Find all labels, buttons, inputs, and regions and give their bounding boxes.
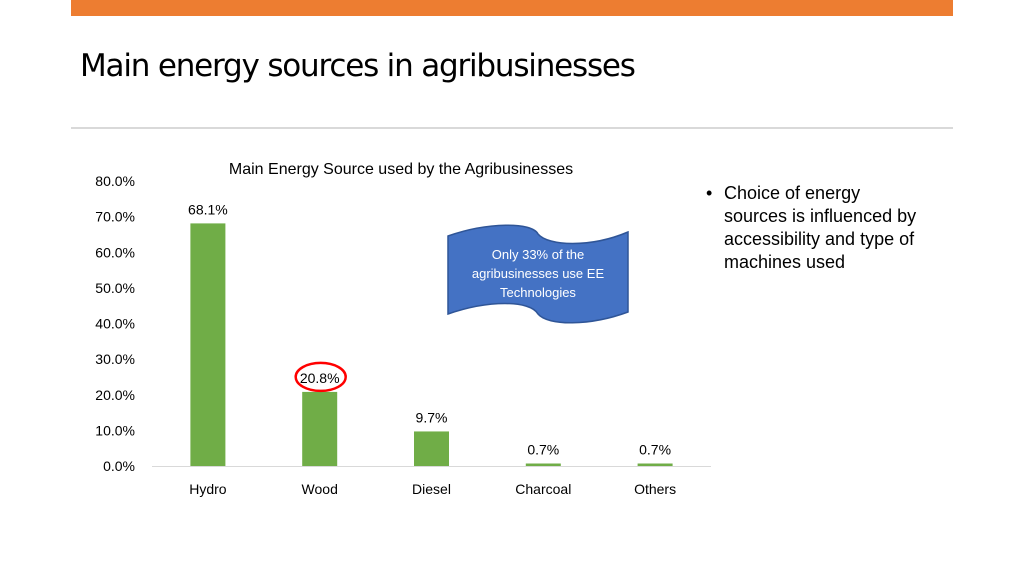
- y-tick-label: 70.0%: [95, 209, 135, 225]
- x-tick-label: Charcoal: [515, 481, 571, 497]
- y-tick-label: 50.0%: [95, 280, 135, 296]
- x-tick-label: Wood: [302, 481, 338, 497]
- y-tick-label: 40.0%: [95, 316, 135, 332]
- y-tick-label: 10.0%: [95, 422, 135, 438]
- slide-title: Main energy sources in agribusinesses: [80, 48, 636, 84]
- bar-charcoal: [525, 463, 561, 466]
- x-tick-label: Diesel: [412, 481, 451, 497]
- data-label: 68.1%: [188, 201, 228, 217]
- bar-others: [637, 463, 673, 466]
- y-tick-label: 0.0%: [103, 458, 135, 474]
- data-label: 9.7%: [416, 409, 448, 425]
- y-tick-label: 20.0%: [95, 387, 135, 403]
- y-tick-label: 80.0%: [95, 173, 135, 189]
- accent-bar: [71, 0, 953, 16]
- x-tick-label: Others: [634, 481, 676, 497]
- bars: [190, 223, 673, 466]
- bar-hydro: [190, 223, 226, 466]
- x-tick-label: Hydro: [189, 481, 227, 497]
- data-label: 0.7%: [527, 442, 559, 458]
- data-labels: 68.1% 20.8% 9.7% 0.7% 0.7%: [188, 201, 671, 457]
- y-axis: 0.0% 10.0% 20.0% 30.0% 40.0% 50.0% 60.0% 70.0% 8…: [95, 173, 135, 474]
- data-label: 20.8%: [300, 370, 340, 386]
- bullet-item: Choice of energy sources is influenced b…: [706, 182, 926, 274]
- bar-diesel: [414, 431, 449, 466]
- y-tick-label: 30.0%: [95, 351, 135, 367]
- bullet-list: Choice of energy sources is influenced b…: [706, 182, 926, 274]
- x-axis: Hydro Wood Diesel Charcoal Others: [189, 481, 676, 497]
- bar-wood: [302, 391, 338, 466]
- callout-text: Only 33% of the agribusinesses use EE Te…: [471, 247, 605, 300]
- chart-title: Main Energy Source used by the Agribusin…: [229, 161, 573, 178]
- title-divider: [71, 127, 953, 129]
- y-tick-label: 60.0%: [95, 244, 135, 260]
- data-label: 0.7%: [639, 442, 671, 458]
- callout-banner: Only 33% of the agribusinesses use EE Te…: [447, 224, 629, 324]
- callout-wave-shape: [447, 224, 629, 324]
- highlight-circle: [294, 361, 347, 393]
